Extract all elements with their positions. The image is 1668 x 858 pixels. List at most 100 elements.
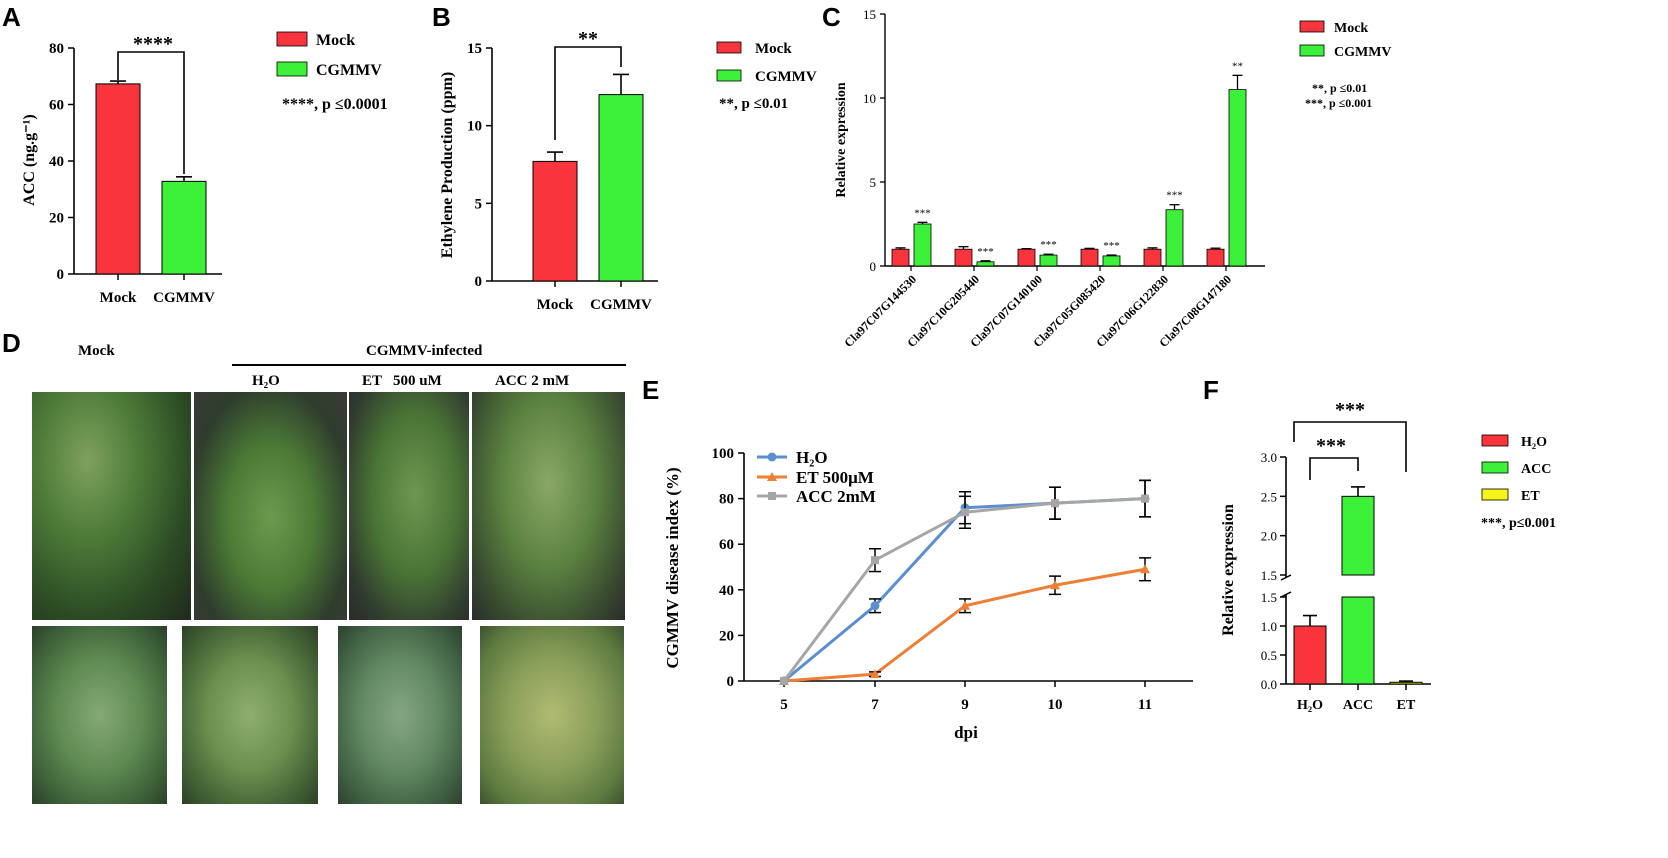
c-y-tick-label: 10	[863, 91, 876, 106]
e-point-acc	[1051, 499, 1059, 508]
c-bar-cgmmv	[976, 261, 995, 267]
e-x-tick-label: 7	[871, 697, 879, 713]
e-x-tick-label: 9	[961, 697, 969, 713]
c-sig-stars: ***	[914, 207, 931, 219]
panel-letter-a: A	[2, 2, 21, 32]
f-legend-label: ACC	[1521, 462, 1551, 477]
f-sig-bracket-acc	[1309, 457, 1359, 480]
c-bar-cgmmv	[913, 223, 932, 267]
a-significance-note: ****, p ≤0.0001	[282, 96, 388, 113]
c-bar-cgmmv	[1228, 89, 1247, 267]
e-x-tick-label: 5	[780, 697, 788, 713]
leaf-photo-h2o	[182, 626, 318, 804]
c-sig-stars: ***	[1166, 190, 1183, 202]
e-legend-marker	[768, 492, 776, 500]
treatment-label-acc: ACC 2 mM	[495, 373, 570, 389]
a-legend-swatch-mock	[276, 31, 308, 47]
b-y-tick-label: 5	[475, 196, 483, 212]
plant-photo-acc	[472, 392, 625, 620]
f-y-tick-label: 1.5	[1261, 568, 1277, 583]
a-legend-label-mock: Mock	[316, 32, 355, 49]
b-y-tick-label: 10	[467, 119, 482, 135]
f-y-tick-label: 0.5	[1261, 648, 1277, 663]
b-legend-label-cgmmv: CGMMV	[755, 69, 817, 85]
c-y-label: Relative expression	[834, 82, 849, 197]
f-y-tick-label: 3.0	[1261, 450, 1277, 465]
a-x-tick-label: Mock	[100, 290, 137, 306]
plant-photo-h2o	[194, 392, 347, 620]
e-legend-label: ACC 2mM	[796, 487, 876, 506]
a-legend-swatch-cgmmv	[276, 61, 308, 77]
a-y-label: ACC (ng.g⁻¹)	[21, 114, 38, 205]
c-significance-note: **, p ≤0.01	[1312, 81, 1367, 95]
e-y-label: CGMMV disease index (%)	[663, 467, 682, 668]
e-point-et	[960, 600, 970, 610]
f-y-tick-label: 2.5	[1261, 489, 1277, 504]
c-legend-label-cgmmv: CGMMV	[1334, 45, 1392, 60]
c-bar-cgmmv	[1102, 255, 1121, 267]
b-y-tick-label: 15	[467, 41, 482, 57]
b-sig-stars: **	[578, 28, 598, 50]
a-y-tick-label: 60	[49, 98, 64, 114]
b-y-label: Ethylene Production (ppm)	[439, 72, 456, 258]
f-bar-0	[1293, 625, 1327, 685]
a-sig-stars: ****	[133, 33, 173, 55]
e-y-tick-label: 80	[719, 492, 734, 508]
c-bar-mock	[954, 248, 973, 267]
f-significance-note: ***, p≤0.001	[1481, 516, 1556, 531]
b-legend-swatch-cgmmv	[716, 69, 742, 82]
b-x-tick-label: Mock	[537, 297, 574, 313]
f-legend-swatch	[1481, 488, 1509, 501]
e-legend-label: H₂O	[796, 448, 828, 467]
f-axis-break-mark	[1280, 591, 1292, 598]
e-legend-marker	[767, 452, 777, 462]
e-point-acc	[780, 677, 788, 685]
treatment-label-et: ET 500 uM	[362, 373, 442, 389]
a-bar-cgmmv	[161, 180, 207, 275]
a-bar-mock	[95, 83, 141, 275]
e-point-et	[1050, 580, 1060, 590]
a-y-tick-label: 80	[49, 41, 64, 57]
a-y-tick-label: 40	[49, 154, 64, 170]
treatment-label-h2o: H₂O	[252, 373, 280, 389]
f-bar-2	[1389, 681, 1423, 685]
plant-photo-mock	[32, 392, 191, 620]
f-bar-1-upper	[1341, 495, 1375, 576]
b-significance-note: **, p ≤0.01	[719, 96, 788, 112]
f-y-tick-label: 1.5	[1261, 590, 1277, 605]
leaf-photo-mock	[32, 626, 167, 804]
f-legend-swatch	[1481, 434, 1509, 447]
c-bar-cgmmv	[1039, 254, 1058, 267]
c-bar-mock	[1017, 248, 1036, 267]
panel-letter-b: B	[432, 2, 451, 32]
c-bar-mock	[1080, 248, 1099, 267]
c-legend-swatch-mock	[1299, 20, 1325, 33]
panel-letter-d: D	[2, 328, 21, 358]
e-y-tick-label: 0	[727, 674, 735, 690]
cgmmv-infected-label: CGMMV-infected	[366, 343, 483, 359]
f-legend-label: ET	[1521, 489, 1540, 504]
chart-c: 051015Cla97C07G144530***Cla97C10G205440*…	[834, 7, 1392, 350]
chart-f: 0.0 0.5 1.0 1.5 1.5 2.0 2.5 3.0 H₂O ACC ET *** *** Re…	[1220, 399, 1556, 713]
a-legend-label-cgmmv: CGMMV	[316, 62, 382, 79]
f-legend-swatch	[1481, 461, 1509, 474]
c-sig-stars: ***	[1040, 239, 1057, 251]
c-bar-mock	[891, 248, 910, 267]
e-x-tick-label: 11	[1138, 697, 1152, 713]
e-line-series-1	[783, 567, 1146, 683]
f-sig-bracket-et	[1293, 421, 1407, 472]
e-point-et	[1140, 564, 1150, 574]
e-y-tick-label: 100	[712, 446, 735, 462]
f-axis-break-mark	[1280, 574, 1292, 581]
panel-letter-c: C	[822, 2, 841, 32]
c-legend-swatch-cgmmv	[1299, 44, 1325, 57]
f-y-tick-label: 0.0	[1261, 677, 1277, 692]
e-point-acc	[871, 556, 879, 565]
a-x-tick-label: CGMMV	[153, 290, 215, 306]
e-legend-marker	[767, 472, 777, 481]
c-sig-stars: **	[1232, 60, 1243, 72]
c-bar-mock	[1206, 248, 1225, 267]
c-sig-stars: ***	[977, 246, 994, 258]
a-y-tick-label: 0	[57, 267, 65, 283]
